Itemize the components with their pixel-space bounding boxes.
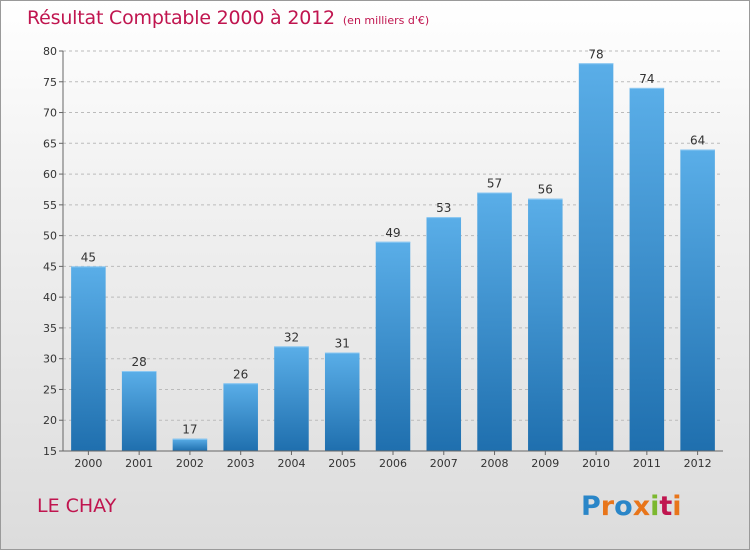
y-tick-label: 55 bbox=[43, 199, 57, 212]
y-tick-label: 30 bbox=[43, 353, 57, 366]
bar bbox=[477, 192, 512, 452]
chart-title-block: Résultat Comptable 2000 à 2012 (en millie… bbox=[27, 7, 429, 29]
x-tick-label: 2008 bbox=[481, 457, 509, 470]
proxiti-logo: Proxiti bbox=[581, 491, 682, 521]
bar-value-label: 31 bbox=[335, 337, 350, 351]
bar-value-label: 45 bbox=[81, 250, 96, 264]
bar bbox=[274, 346, 309, 451]
bar bbox=[324, 352, 360, 451]
bar-value-label: 57 bbox=[487, 177, 502, 191]
bar bbox=[71, 266, 106, 451]
x-tick-label: 2005 bbox=[328, 457, 356, 470]
bar bbox=[223, 383, 258, 451]
x-tick-label: 2009 bbox=[531, 457, 559, 470]
x-tick-label: 2010 bbox=[582, 457, 610, 470]
y-tick-label: 35 bbox=[43, 322, 57, 335]
x-tick-label: 2012 bbox=[684, 457, 712, 470]
y-tick-label: 40 bbox=[43, 291, 57, 304]
bar bbox=[528, 198, 563, 451]
svg-text:Proxiti: Proxiti bbox=[581, 491, 682, 521]
place-name: LE CHAY bbox=[37, 495, 117, 517]
x-tick-label: 2002 bbox=[176, 457, 204, 470]
bar-value-label: 28 bbox=[132, 355, 147, 369]
bar-value-label: 78 bbox=[588, 47, 603, 61]
bar-value-label: 64 bbox=[690, 133, 705, 147]
x-tick-label: 2004 bbox=[277, 457, 305, 470]
y-tick-label: 75 bbox=[43, 76, 57, 89]
bar bbox=[172, 438, 208, 451]
bar bbox=[680, 149, 715, 451]
y-tick-label: 20 bbox=[43, 414, 57, 427]
chart-subtitle: (en milliers d'€) bbox=[342, 14, 430, 27]
x-tick-label: 2007 bbox=[430, 457, 458, 470]
x-tick-label: 2011 bbox=[633, 457, 661, 470]
chart-title: Résultat Comptable 2000 à 2012 bbox=[27, 7, 335, 29]
y-tick-label: 50 bbox=[43, 230, 57, 243]
x-tick-label: 2000 bbox=[74, 457, 102, 470]
bar-value-label: 74 bbox=[639, 72, 654, 86]
bar bbox=[375, 241, 411, 451]
x-tick-label: 2006 bbox=[379, 457, 407, 470]
y-tick-label: 65 bbox=[43, 137, 57, 150]
bar-value-label: 56 bbox=[538, 183, 553, 197]
bar bbox=[629, 87, 665, 451]
bar-value-label: 26 bbox=[233, 367, 248, 381]
x-tick-label: 2001 bbox=[125, 457, 153, 470]
y-tick-label: 60 bbox=[43, 168, 57, 181]
bar-value-label: 32 bbox=[284, 330, 299, 344]
y-tick-label: 70 bbox=[43, 107, 57, 120]
x-tick-label: 2003 bbox=[227, 457, 255, 470]
y-tick-label: 80 bbox=[43, 45, 57, 58]
y-tick-label: 25 bbox=[43, 383, 57, 396]
bar-value-label: 53 bbox=[436, 201, 451, 215]
bar-value-label: 49 bbox=[385, 226, 400, 240]
bar bbox=[578, 63, 614, 452]
bar bbox=[426, 217, 462, 451]
y-tick-label: 15 bbox=[43, 445, 57, 458]
bar bbox=[121, 371, 157, 451]
y-tick-label: 45 bbox=[43, 260, 57, 273]
bar-value-label: 17 bbox=[182, 423, 197, 437]
